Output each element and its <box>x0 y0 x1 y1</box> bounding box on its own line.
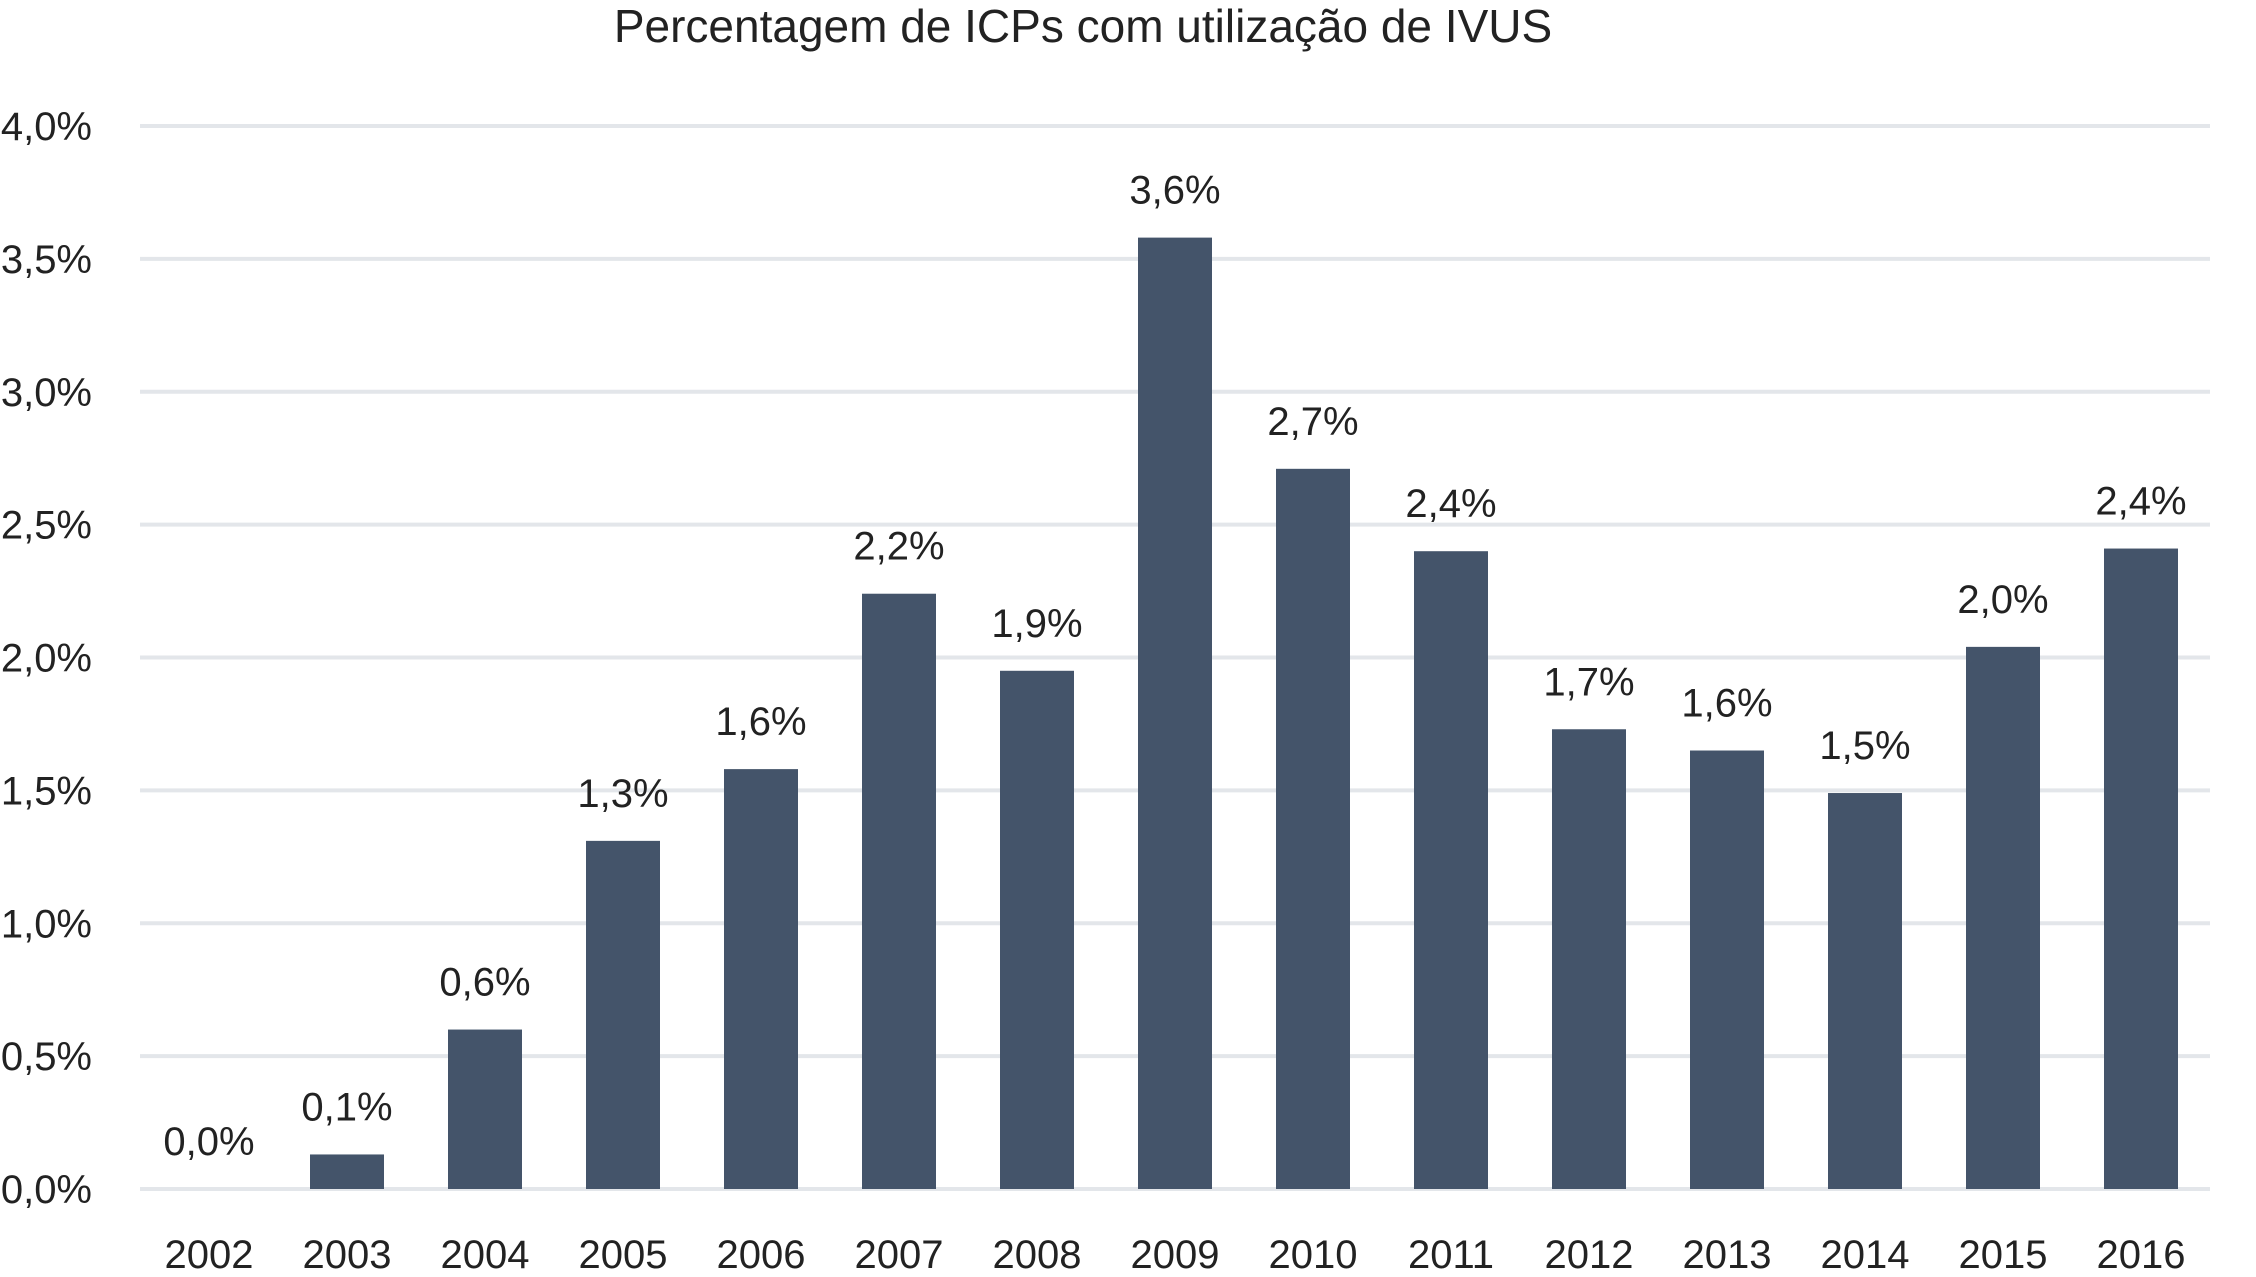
y-tick-label: 1,5% <box>1 769 92 813</box>
x-tick-label: 2006 <box>717 1233 806 1277</box>
bar-2006 <box>724 769 798 1189</box>
x-tick-label: 2002 <box>165 1233 254 1277</box>
y-tick-label: 0,0% <box>1 1168 92 1212</box>
y-tick-label: 4,0% <box>1 105 92 149</box>
bar-2005 <box>586 840 660 1189</box>
x-tick-label: 2005 <box>579 1233 668 1277</box>
x-tick-label: 2015 <box>1959 1233 2048 1277</box>
data-label-2011: 2,4% <box>1405 482 1496 526</box>
bar-2004 <box>448 1029 522 1189</box>
x-tick-label: 2004 <box>441 1233 530 1277</box>
data-label-2004: 0,6% <box>439 961 530 1005</box>
x-tick-label: 2007 <box>855 1233 944 1277</box>
x-tick-label: 2013 <box>1683 1233 1772 1277</box>
y-tick-label: 1,0% <box>1 902 92 946</box>
data-label-2003: 0,1% <box>301 1085 392 1129</box>
data-label-2006: 1,6% <box>715 700 806 744</box>
bar-2007 <box>862 593 936 1189</box>
data-label-2009: 3,6% <box>1129 169 1220 213</box>
data-labels: 0,0% 0,1% 0,6% 1,3% 1,6% 2,2% 1,9% 3,6% 2,7% 2,4%… <box>163 169 2186 1164</box>
bar-2012 <box>1552 729 1626 1189</box>
bar-2013 <box>1690 750 1764 1189</box>
y-tick-label: 3,5% <box>1 238 92 282</box>
data-label-2014: 1,5% <box>1819 724 1910 768</box>
data-label-2013: 1,6% <box>1681 682 1772 726</box>
x-axis-ticks: 2002 2003 2004 2005 2006 2007 2008 2009 2010 2011… <box>165 1233 2186 1277</box>
y-tick-label: 0,5% <box>1 1035 92 1079</box>
bar-2015 <box>1966 646 2040 1189</box>
bar-2008 <box>1000 670 1074 1189</box>
bar-2010 <box>1276 468 1350 1189</box>
x-tick-label: 2012 <box>1545 1233 1634 1277</box>
bar-2009 <box>1138 237 1212 1190</box>
data-label-2012: 1,7% <box>1543 660 1634 704</box>
data-label-2010: 2,7% <box>1267 400 1358 444</box>
y-tick-label: 2,0% <box>1 637 92 681</box>
data-label-2008: 1,9% <box>991 602 1082 646</box>
bar-2016 <box>2104 548 2178 1189</box>
x-tick-label: 2008 <box>993 1233 1082 1277</box>
bar-2014 <box>1828 793 1902 1189</box>
x-tick-label: 2010 <box>1269 1233 1358 1277</box>
bars <box>310 237 2178 1190</box>
data-label-2016: 2,4% <box>2095 480 2186 524</box>
data-label-2002: 0,0% <box>163 1120 254 1164</box>
y-axis-ticks: 0,0% 0,5% 1,0% 1,5% 2,0% 2,5% 3,0% 3,5% 4,0% <box>1 105 92 1212</box>
chart-title: Percentagem de ICPs com utilização de IV… <box>614 0 1552 52</box>
x-tick-label: 2011 <box>1408 1233 1494 1277</box>
y-tick-label: 2,5% <box>1 504 92 548</box>
data-label-2007: 2,2% <box>853 525 944 569</box>
data-label-2015: 2,0% <box>1957 578 2048 622</box>
x-tick-label: 2003 <box>303 1233 392 1277</box>
y-tick-label: 3,0% <box>1 371 92 415</box>
x-tick-label: 2016 <box>2097 1233 2186 1277</box>
x-tick-label: 2014 <box>1821 1233 1910 1277</box>
bar-2003 <box>310 1154 384 1189</box>
data-label-2005: 1,3% <box>577 772 668 816</box>
bar-2011 <box>1414 551 1488 1189</box>
x-tick-label: 2009 <box>1131 1233 1220 1277</box>
